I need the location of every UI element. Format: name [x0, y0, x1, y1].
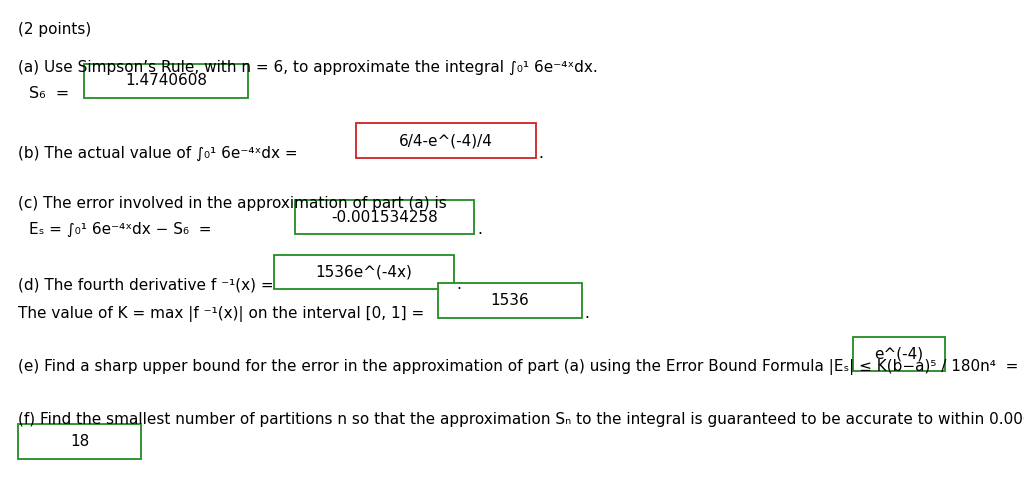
Text: S₆  =: S₆ =	[29, 86, 74, 101]
FancyBboxPatch shape	[84, 64, 248, 98]
FancyBboxPatch shape	[274, 255, 454, 289]
Text: (d) The fourth derivative f ⁻¹(x) =: (d) The fourth derivative f ⁻¹(x) =	[18, 277, 279, 292]
Text: (a) Use Simpson’s Rule, with n = 6, to approximate the integral ∫₀¹ 6e⁻⁴ˣdx.: (a) Use Simpson’s Rule, with n = 6, to a…	[18, 60, 598, 75]
Text: Eₛ = ∫₀¹ 6e⁻⁴ˣdx − S₆  =: Eₛ = ∫₀¹ 6e⁻⁴ˣdx − S₆ =	[29, 222, 216, 238]
Text: 18: 18	[71, 434, 89, 449]
Text: .: .	[457, 277, 462, 292]
FancyBboxPatch shape	[18, 424, 141, 459]
Text: 6/4-e^(-4)/4: 6/4-e^(-4)/4	[399, 133, 493, 148]
Text: -0.001534258: -0.001534258	[331, 209, 438, 225]
Text: (2 points): (2 points)	[18, 22, 92, 36]
Text: .: .	[539, 146, 544, 161]
Text: e^(-4): e^(-4)	[874, 347, 924, 362]
FancyBboxPatch shape	[295, 200, 474, 234]
Text: .: .	[585, 306, 590, 321]
Text: 1536e^(-4x): 1536e^(-4x)	[315, 264, 413, 280]
FancyBboxPatch shape	[438, 283, 582, 318]
Text: (f) Find the smallest number of partitions n so that the approximation Sₙ to the: (f) Find the smallest number of partitio…	[18, 412, 1024, 427]
Text: (c) The error involved in the approximation of part (a) is: (c) The error involved in the approximat…	[18, 196, 447, 211]
Text: The value of K = max |f ⁻¹(x)| on the interval [0, 1] =: The value of K = max |f ⁻¹(x)| on the in…	[18, 306, 429, 322]
Text: 1536: 1536	[490, 293, 529, 308]
Text: 1.4740608: 1.4740608	[125, 73, 207, 88]
Text: (b) The actual value of ∫₀¹ 6e⁻⁴ˣdx =: (b) The actual value of ∫₀¹ 6e⁻⁴ˣdx =	[18, 146, 303, 161]
FancyBboxPatch shape	[356, 123, 536, 158]
Text: .: .	[477, 222, 482, 237]
FancyBboxPatch shape	[853, 337, 945, 371]
Text: (e) Find a sharp upper bound for the error in the approximation of part (a) usin: (e) Find a sharp upper bound for the err…	[18, 359, 1024, 375]
